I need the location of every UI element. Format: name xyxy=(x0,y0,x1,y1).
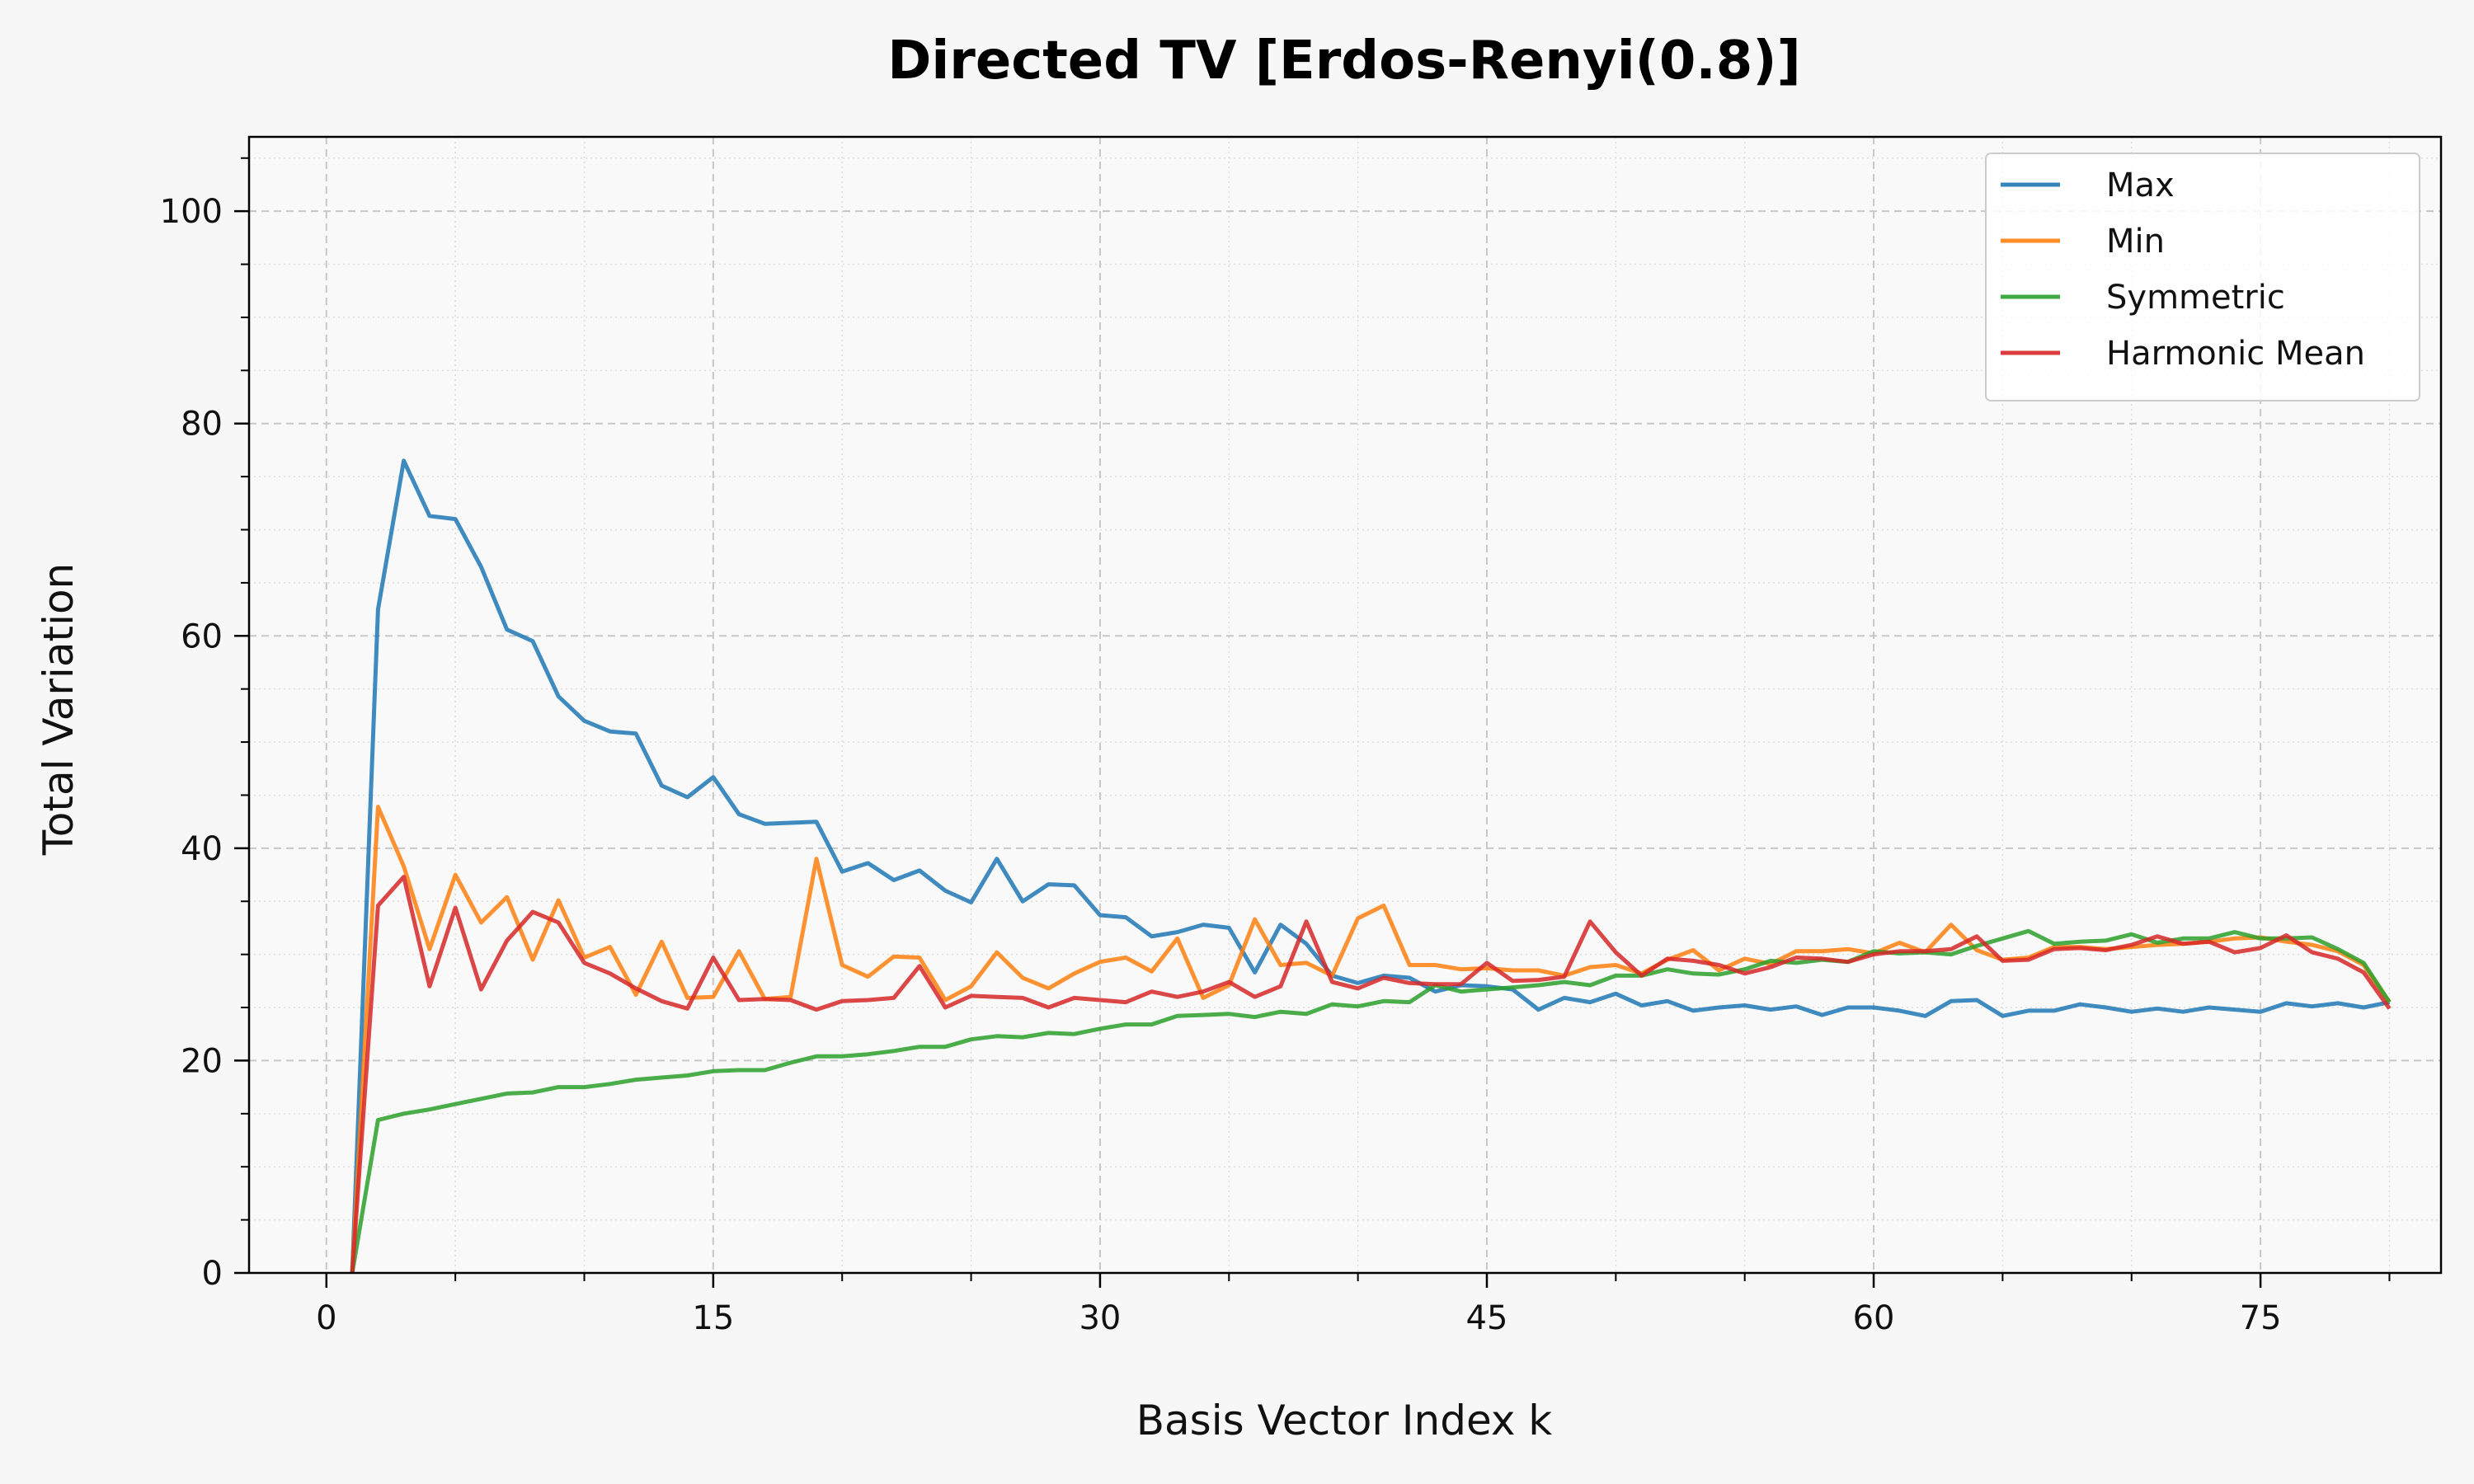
x-tick-label: 0 xyxy=(316,1299,336,1337)
x-axis: 0 15 30 45 60 75 xyxy=(316,1273,2391,1337)
y-axis: 0 20 40 60 80 100 xyxy=(160,157,249,1293)
series-lines xyxy=(350,458,2392,1274)
chart-title: Directed TV [Erdos-Renyi(0.8)] xyxy=(887,31,1801,92)
x-tick-label: 75 xyxy=(2240,1299,2282,1337)
y-axis-label: Total Variation xyxy=(35,563,82,857)
major-grid xyxy=(249,137,2441,1274)
x-tick-label: 45 xyxy=(1466,1299,1508,1337)
y-tick-label: 100 xyxy=(160,193,223,231)
legend-label-harmonic-mean: Harmonic Mean xyxy=(2106,335,2365,373)
y-tick-label: 40 xyxy=(181,830,223,868)
y-tick-label: 20 xyxy=(181,1042,223,1080)
series-line-max xyxy=(350,458,2391,1274)
y-tick-label: 0 xyxy=(202,1255,223,1293)
series-line-symmetric xyxy=(350,928,2392,1274)
legend-box xyxy=(1985,153,2420,402)
y-tick-label: 80 xyxy=(181,406,223,444)
legend: Max Min Symmetric Harmonic Mean xyxy=(1985,153,2420,402)
x-tick-label: 15 xyxy=(692,1299,734,1337)
legend-label-symmetric: Symmetric xyxy=(2106,279,2285,317)
x-tick-label: 60 xyxy=(1853,1299,1895,1337)
y-tick-label: 60 xyxy=(181,618,223,655)
legend-label-min: Min xyxy=(2106,223,2165,261)
series-line-harmonic-mean xyxy=(350,875,2392,1274)
plot-frame xyxy=(247,135,2443,1275)
x-tick-label: 30 xyxy=(1079,1299,1121,1337)
legend-label-max: Max xyxy=(2106,167,2175,204)
x-axis-label: Basis Vector Index k xyxy=(1136,1397,1553,1444)
